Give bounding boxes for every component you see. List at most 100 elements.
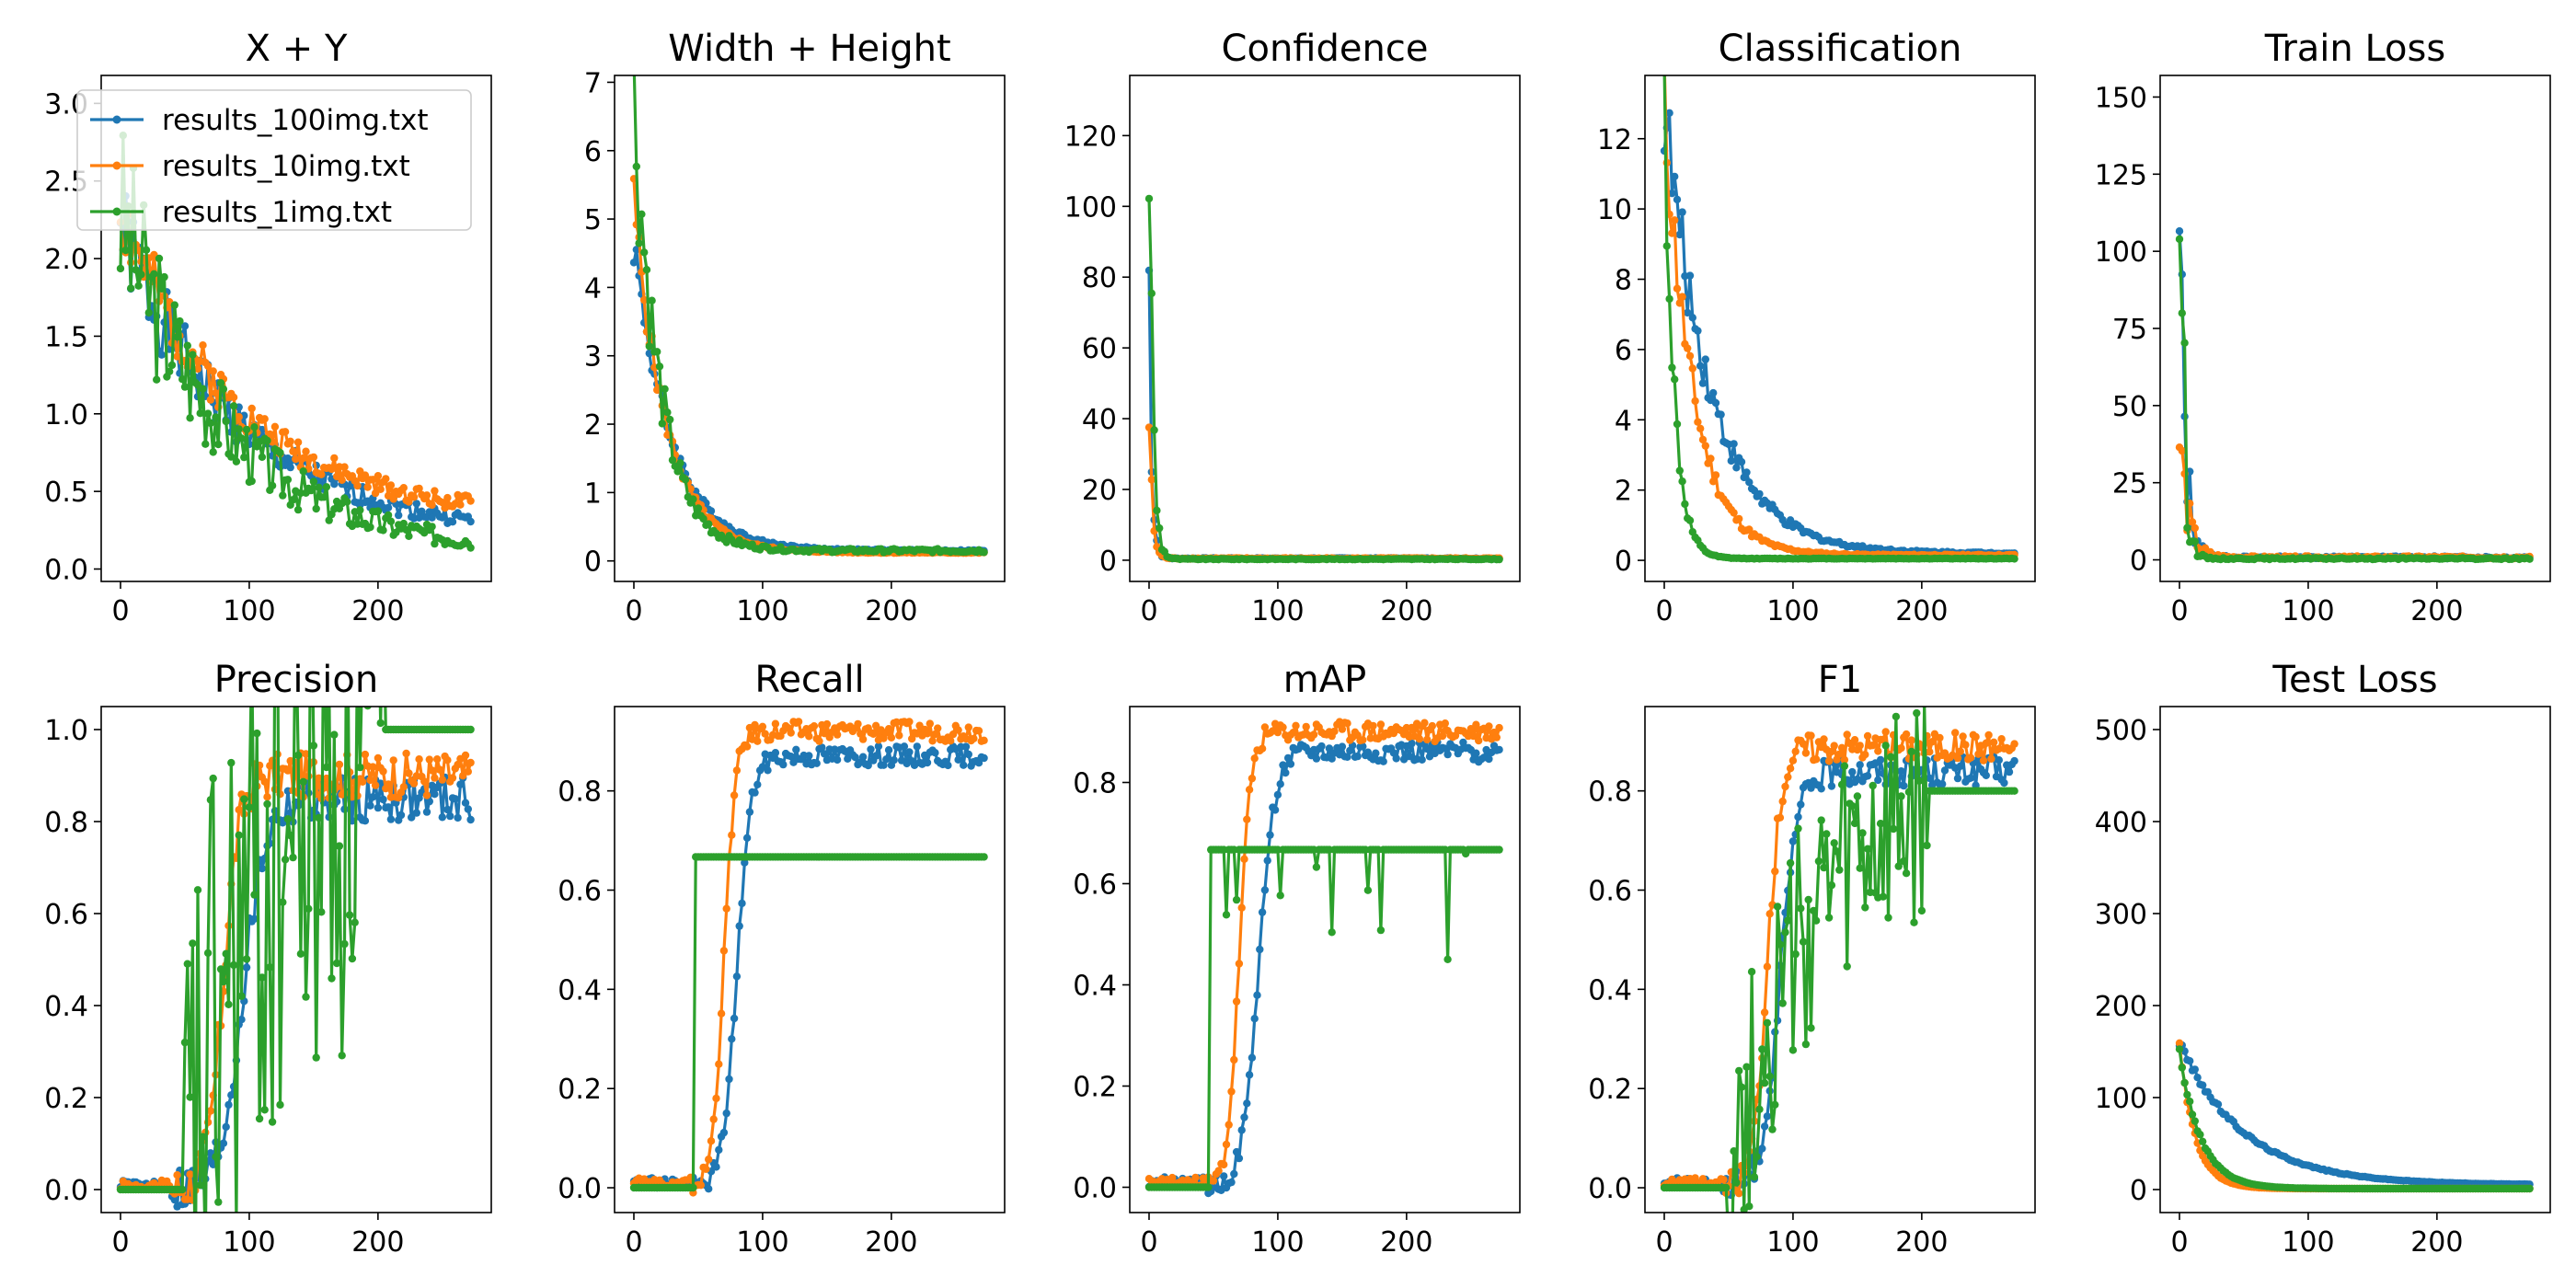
y-tick-label: 40 [1082, 404, 1117, 436]
data-point [227, 453, 236, 461]
data-point [466, 497, 475, 505]
data-point [448, 774, 457, 782]
data-point [293, 438, 303, 446]
data-point [1727, 456, 1736, 466]
data-point [712, 1163, 720, 1171]
data-point [640, 295, 649, 305]
data-point [137, 270, 145, 279]
data-point [1685, 516, 1695, 524]
data-point [206, 396, 215, 404]
data-point [745, 808, 754, 816]
data-point [1248, 774, 1257, 783]
data-point [1495, 555, 1503, 564]
data-point [260, 1106, 269, 1114]
data-point [466, 517, 475, 526]
data-point [1225, 1121, 1233, 1129]
data-point [283, 815, 293, 823]
data-point [1765, 1072, 1774, 1081]
data-point [1694, 327, 1702, 335]
data-point [661, 385, 669, 393]
x-tick-label: 200 [2410, 595, 2463, 627]
y-tick-label: 0 [1615, 546, 1632, 578]
data-point [1220, 1160, 1228, 1169]
data-point [1863, 845, 1872, 853]
x-tick-label: 100 [223, 1226, 275, 1259]
data-point [379, 795, 387, 804]
data-point [180, 322, 190, 330]
data-point [196, 1181, 204, 1190]
data-point [293, 505, 303, 514]
data-point [361, 817, 370, 825]
chart-panel-precision: Precision 0 100 200 0.0 0.2 0.4 0.6 0.8 1.0 [44, 659, 492, 1259]
data-point [1671, 172, 1679, 181]
data-point [345, 911, 354, 919]
y-tick-label: 1.5 [44, 321, 88, 353]
data-point [1330, 727, 1339, 736]
data-point [382, 475, 390, 483]
data-point [266, 430, 274, 439]
y-tick-label: 80 [1082, 262, 1117, 294]
data-point [212, 389, 220, 397]
data-point [1237, 903, 1246, 912]
data-point [2178, 309, 2186, 317]
series-group [1144, 194, 1503, 564]
data-point [1897, 792, 1905, 800]
data-point [1673, 420, 1682, 429]
data-point [980, 736, 988, 744]
data-point [1328, 928, 1336, 937]
data-point [1730, 509, 1738, 517]
data-point [1869, 742, 1877, 750]
data-point [1688, 314, 1697, 322]
data-point [1691, 1174, 1699, 1182]
data-point [299, 777, 307, 786]
data-point [1260, 723, 1270, 731]
data-point [1237, 1126, 1246, 1134]
data-point [871, 752, 880, 760]
data-point [1824, 914, 1834, 922]
data-point [1827, 782, 1836, 790]
data-point [2175, 227, 2184, 236]
data-point [227, 1091, 236, 1099]
data-point [722, 1109, 730, 1118]
data-point [170, 301, 178, 309]
data-point [322, 763, 331, 772]
data-point [328, 974, 336, 983]
data-point [186, 414, 194, 422]
data-point [1286, 760, 1295, 768]
data-point [1266, 831, 1274, 839]
data-point [351, 918, 359, 926]
data-point [431, 774, 439, 782]
data-point [1685, 351, 1695, 361]
data-point [1776, 813, 1785, 822]
data-point [340, 463, 349, 471]
data-point [1423, 744, 1432, 753]
data-point [1688, 364, 1697, 373]
data-point [1869, 781, 1877, 790]
data-point [1835, 750, 1844, 758]
data-point [235, 831, 243, 839]
data-point [640, 248, 649, 257]
data-point [1799, 937, 1808, 946]
data-point [707, 507, 716, 515]
data-point [1755, 1105, 1764, 1114]
y-tick-label: 0.4 [1588, 974, 1632, 1006]
y-tick-label: 100 [2095, 1083, 2147, 1115]
data-point [1784, 916, 1792, 925]
data-point [1711, 471, 1720, 479]
data-point [1979, 756, 1988, 765]
data-point [369, 793, 377, 801]
data-point [121, 246, 130, 255]
data-point [689, 495, 697, 503]
data-point [1466, 725, 1476, 733]
data-point [235, 806, 243, 814]
data-point [1776, 940, 1785, 949]
y-tick-label: 20 [1082, 475, 1117, 507]
data-point [466, 758, 475, 767]
data-point [222, 1122, 230, 1132]
data-point [1771, 867, 1779, 876]
data-point [1926, 774, 1934, 783]
legend-marker [112, 207, 121, 216]
data-point [1755, 489, 1764, 499]
data-point [1902, 730, 1911, 739]
data-point [638, 210, 646, 218]
